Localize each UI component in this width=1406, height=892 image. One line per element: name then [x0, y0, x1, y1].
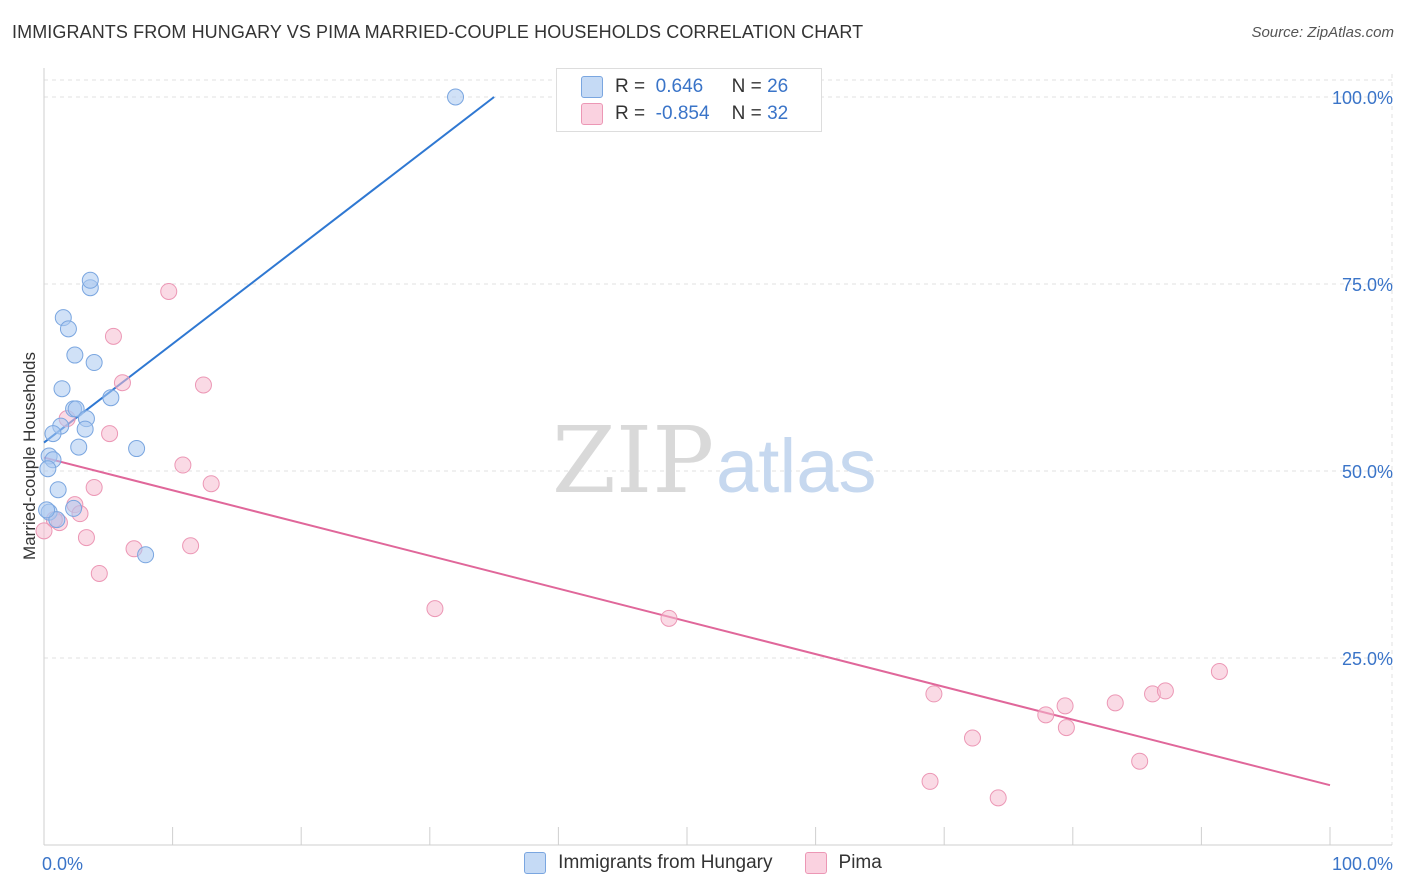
y-tick-label-50: 50.0% — [1342, 462, 1393, 482]
bottom-legend-swatch-blue — [524, 852, 547, 874]
pima-point-19 — [925, 685, 943, 703]
bottom-legend: Immigrants from Hungary Pima — [0, 852, 1406, 874]
hungary-point-2 — [81, 271, 99, 289]
tick-labels: 25.0% 50.0% 75.0% 100.0% 0.0% 100.0% — [42, 88, 1393, 874]
bottom-legend-label-hungary: Immigrants from Hungary — [558, 852, 773, 873]
pima-point-25 — [1106, 694, 1124, 712]
hungary-point-24 — [137, 546, 155, 564]
pima-point-17 — [426, 600, 444, 618]
pima-point-30 — [921, 772, 939, 790]
hungary-point-16 — [128, 440, 146, 458]
bottom-legend-hungary: Immigrants from Hungary — [524, 852, 773, 874]
legend-r-value: -0.854 — [655, 103, 710, 124]
source-label: Source: ZipAtlas.com — [1251, 24, 1394, 41]
pima-point-23 — [1056, 697, 1074, 715]
pima-point-22 — [1037, 706, 1055, 724]
pima-point-3 — [113, 374, 131, 392]
x-tick-label-max: 100.0% — [1332, 854, 1393, 874]
y-tick-label-75: 75.0% — [1342, 275, 1393, 295]
pima-point-13 — [77, 529, 95, 547]
pima-point-24 — [1057, 719, 1075, 737]
hungary-point-23 — [48, 511, 66, 529]
legend-swatch-blue — [581, 76, 603, 98]
legend-swatch-pink — [581, 103, 603, 125]
hungary-point-14 — [44, 425, 62, 443]
chart-title: IMMIGRANTS FROM HUNGARY VS PIMA MARRIED-… — [12, 22, 864, 42]
hungary-point-15 — [70, 438, 88, 456]
watermark-zip: ZIP — [552, 407, 714, 514]
legend-r-label: R = — [615, 103, 646, 124]
pima-point-6 — [174, 456, 192, 474]
pima-point-28 — [1156, 682, 1174, 700]
watermark-atlas: atlas — [716, 424, 877, 509]
data-points — [35, 88, 1228, 807]
watermark: ZIP atlas — [552, 407, 877, 514]
pima-point-21 — [989, 789, 1007, 807]
hungary-point-5 — [66, 346, 84, 364]
hungary-point-8 — [102, 389, 120, 407]
legend-row-hungary: R = 0.646 N = 26 — [557, 74, 788, 100]
hungary-point-0 — [447, 88, 465, 106]
pima-point-18 — [660, 609, 678, 627]
y-tick-label-100: 100.0% — [1332, 88, 1393, 108]
legend-r-value: 0.646 — [655, 76, 704, 97]
y-tick-label-25: 25.0% — [1342, 649, 1393, 669]
trend-line-pima — [43, 456, 1331, 787]
pima-point-0 — [160, 282, 178, 300]
legend-n-label: N = — [731, 76, 762, 97]
stats-legend: R = 0.646 N = 26 R = -0.854 N = 32 — [556, 68, 822, 132]
grid-lines — [44, 74, 1393, 845]
hungary-point-19 — [39, 460, 57, 478]
bottom-legend-swatch-pink — [804, 852, 827, 874]
pima-point-31 — [35, 522, 53, 540]
pima-point-8 — [85, 478, 103, 496]
pima-point-29 — [1210, 662, 1228, 680]
hungary-point-7 — [53, 380, 71, 398]
legend-n-label: N = — [731, 103, 762, 124]
hungary-point-20 — [49, 481, 67, 499]
pima-point-1 — [104, 327, 122, 345]
pima-point-26 — [1131, 752, 1149, 770]
x-tick-label-min: 0.0% — [42, 854, 83, 874]
pima-point-16 — [90, 564, 108, 582]
bottom-legend-pima: Pima — [804, 852, 882, 874]
legend-n-value: 26 — [767, 76, 789, 97]
hungary-point-6 — [85, 354, 103, 372]
pima-point-5 — [101, 425, 119, 443]
hungary-point-4 — [59, 320, 77, 338]
pima-point-20 — [963, 729, 981, 747]
pima-point-15 — [182, 537, 200, 555]
pima-point-2 — [194, 376, 212, 394]
hungary-point-10 — [67, 400, 85, 418]
hungary-point-21 — [65, 499, 83, 517]
legend-row-pima: R = -0.854 N = 32 — [557, 101, 788, 127]
legend-n-value: 32 — [767, 103, 789, 124]
bottom-legend-label-pima: Pima — [838, 852, 882, 873]
legend-r-label: R = — [615, 76, 646, 97]
hungary-point-25 — [38, 501, 56, 519]
pima-point-7 — [202, 475, 220, 493]
hungary-point-13 — [76, 420, 94, 438]
